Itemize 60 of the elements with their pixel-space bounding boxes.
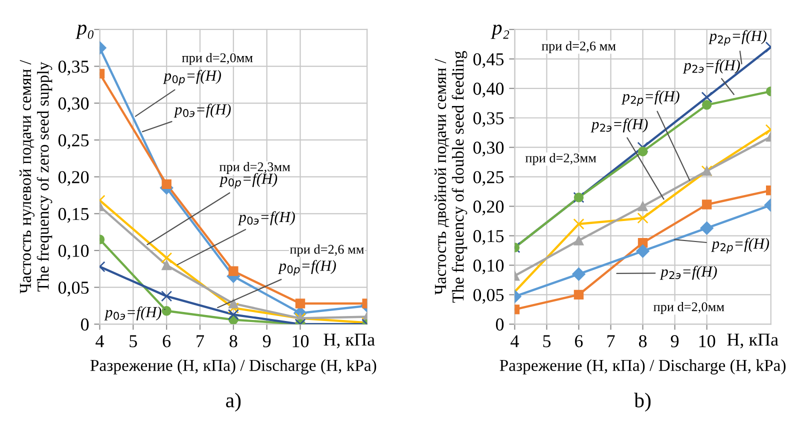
y-tick-label: 0,10 [58,244,89,260]
text: a) [226,392,241,412]
x-tick-label: 4 [510,335,519,348]
annotation: при d=2,0мм [182,52,253,65]
x-tick-label: 10 [699,335,716,348]
text: p₀ [76,24,94,39]
annotation: при d=2,6 мм [290,244,364,256]
y-tick-label: 0,30 [58,97,89,112]
x-tick-label: 9 [262,335,271,348]
y-tick-label: 0,30 [473,142,504,156]
y-tick-label: 0,20 [58,171,89,186]
y-tick-label: 0 [496,318,504,331]
y-tick-label: 0,15 [473,230,504,245]
x-axis-title: Разрежение (H, кПа) / Discharge (H, kPa) [90,359,376,374]
x-tick-label: 9 [670,335,679,348]
annotation: p$_{2э}$=f(H) [590,118,648,132]
x-tick-label: 8 [230,335,238,348]
text: p₂ [490,24,510,39]
x-tick-label: 5 [130,335,137,348]
text: H, кПа [324,334,375,348]
annotation: p$_{2э}$=f(H) [682,59,740,74]
x-tick-label: 6 [575,335,583,348]
x-tick-label: 10 [292,335,309,348]
annotation: p$_{0э}$=f(H) [238,211,295,226]
y-tick-label: 0,35 [473,112,504,127]
x-tick-label: 5 [543,335,551,348]
y-tick-label: 0,35 [58,60,89,76]
y-tick-label: 0,10 [473,259,504,274]
annotation: при d=2,6 мм [542,41,616,54]
x-axis-title: Разрежение (H, кПа) / Discharge (H, kPa) [500,359,786,374]
y-axis-title: Частость двойной подачи семян / The frequency of double seed feeding [434,51,468,303]
x-tick-label: 7 [607,335,615,348]
y-tick-label: 0,15 [58,208,89,223]
x-tick-label: 6 [162,335,171,348]
y-tick-label: 0,05 [58,282,89,296]
annotation: при d=2,3мм [525,153,596,166]
annotation: при d=2,0мм [654,302,724,314]
annotation: p$_{2р}$=f(H) [711,238,770,254]
text: H, кПа [727,334,778,348]
annotation: p$_{2р}$=f(H) [621,90,680,106]
y-axis-title: Частость нулевой подачи семян / The frequency of zero seed supply [20,60,52,294]
y-tick-label: 0,40 [473,82,504,98]
y-tick-label: 0,05 [473,288,504,304]
x-tick-label: 4 [96,335,104,348]
y-tick-label: 0,25 [473,171,504,186]
annotation: p$_{0р}$=f(H) [219,173,278,189]
y-tick-label: 0,20 [473,200,504,216]
annotation: при d=2,3мм [219,162,290,174]
x-tick-label: 8 [638,335,647,348]
annotation: p$_{2р}$=f(H) [708,30,766,46]
annotation: p$_{2э}$=f(H) [660,266,717,280]
annotation: p$_{0р}$=f(H) [278,260,336,276]
annotation: p$_{0р}$=f(H) [163,70,221,86]
annotation: p$_{0э}$=f(H) [174,104,231,118]
y-tick-label: 0 [80,318,89,331]
y-tick-label: 0,25 [58,134,89,150]
annotation: p$_{0э}$=f(H) [104,306,162,320]
x-tick-label: 7 [196,335,204,348]
y-tick-label: 0,45 [473,53,504,68]
text: b) [634,392,651,412]
